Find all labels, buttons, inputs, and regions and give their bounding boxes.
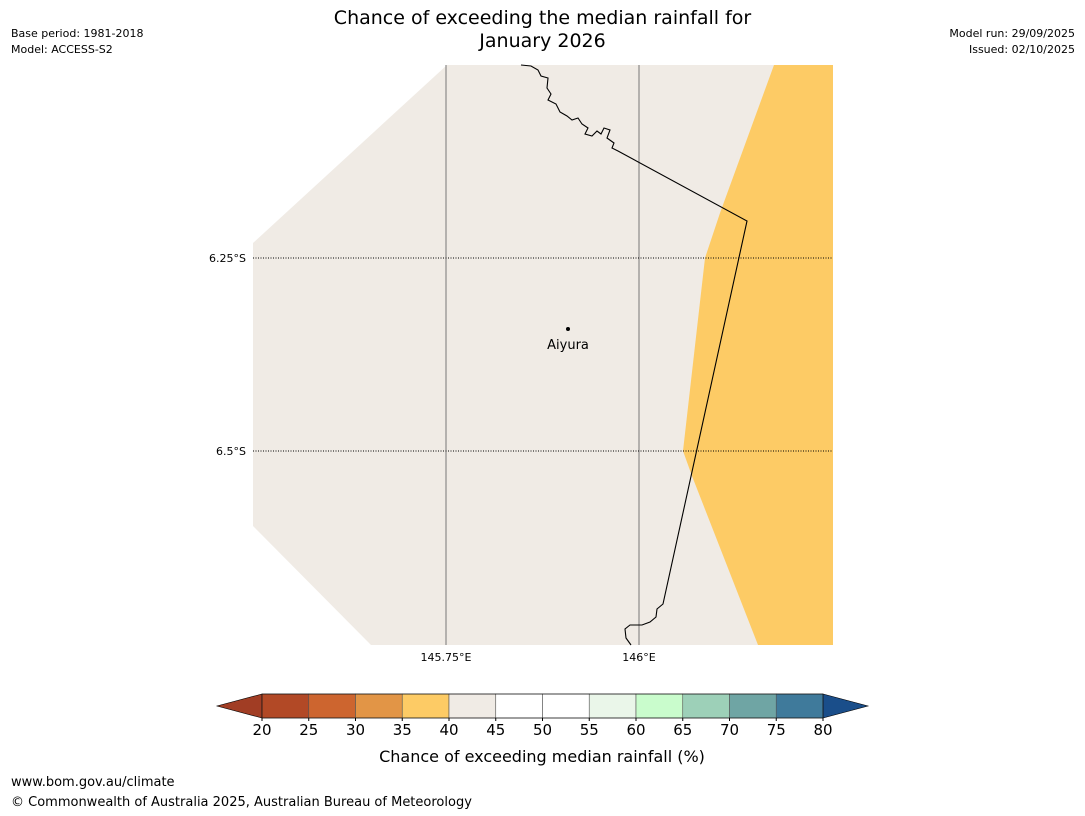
- colorbar-swatch: [261, 693, 310, 719]
- colorbar-tick-label: 50: [533, 721, 552, 739]
- colorbar-swatch: [682, 693, 730, 719]
- colorbar-tick-label: 30: [346, 721, 365, 739]
- colorbar-swatch: [355, 693, 403, 719]
- colorbar-tick-label: 55: [580, 721, 599, 739]
- colorbar-high-extend: [822, 693, 870, 719]
- page-title: Chance of exceeding the median rainfall …: [0, 7, 1085, 53]
- issued-text: Issued: 02/10/2025: [968, 43, 1075, 56]
- map-region-35-40: [683, 65, 833, 645]
- colorbar-swatch: [401, 693, 450, 719]
- header-right: Model run: 29/09/2025 Issued: 02/10/2025: [949, 26, 1075, 58]
- colorbar-swatch: [775, 693, 824, 719]
- base-period-text: Base period: 1981-2018: [11, 27, 144, 40]
- lat-label-6-5: 6.5°S: [216, 445, 246, 458]
- colorbar-tick-label: 75: [767, 721, 786, 739]
- footer-url: www.bom.gov.au/climate: [11, 775, 175, 790]
- colorbar-swatch: [588, 693, 637, 719]
- place-marker: [566, 327, 570, 331]
- colorbar-tick-label: 35: [393, 721, 412, 739]
- colorbar-swatch: [635, 693, 684, 719]
- title-line-2: January 2026: [479, 30, 606, 52]
- lon-label-145-75: 145.75°E: [421, 651, 472, 664]
- model-text: Model: ACCESS-S2: [11, 43, 113, 56]
- lat-label-6-25: 6.25°S: [209, 252, 246, 265]
- footer-copyright: © Commonwealth of Australia 2025, Austra…: [11, 795, 472, 810]
- title-line-1: Chance of exceeding the median rainfall …: [333, 7, 752, 29]
- colorbar-tick-label: 20: [252, 721, 271, 739]
- colorbar-tick-label: 25: [299, 721, 318, 739]
- map-panel: [253, 64, 833, 646]
- colorbar-tick-label: 70: [720, 721, 739, 739]
- colorbar-swatch: [308, 693, 356, 719]
- colorbar-low-extend: [215, 693, 263, 719]
- colorbar-tick-label: 80: [813, 721, 832, 739]
- colorbar-tick-label: 45: [486, 721, 505, 739]
- model-run-text: Model run: 29/09/2025: [949, 27, 1075, 40]
- colorbar-tick-label: 40: [439, 721, 458, 739]
- header-left: Base period: 1981-2018 Model: ACCESS-S2: [11, 26, 143, 58]
- colorbar-tick-label: 65: [673, 721, 692, 739]
- province-boundary: [520, 64, 748, 646]
- colorbar-swatch: [729, 693, 777, 719]
- colorbar-label: Chance of exceeding median rainfall (%): [379, 747, 705, 766]
- colorbar-swatch: [495, 693, 543, 719]
- lon-label-146: 146°E: [622, 651, 655, 664]
- colorbar-swatch: [448, 693, 497, 719]
- map-region-40-45: [253, 65, 833, 645]
- place-label: Aiyura: [547, 338, 589, 353]
- colorbar-swatch: [542, 693, 590, 719]
- colorbar: 20 25 30 35 40 45 50 55 60 65 70 75 80: [215, 693, 870, 739]
- colorbar-tick-label: 60: [626, 721, 645, 739]
